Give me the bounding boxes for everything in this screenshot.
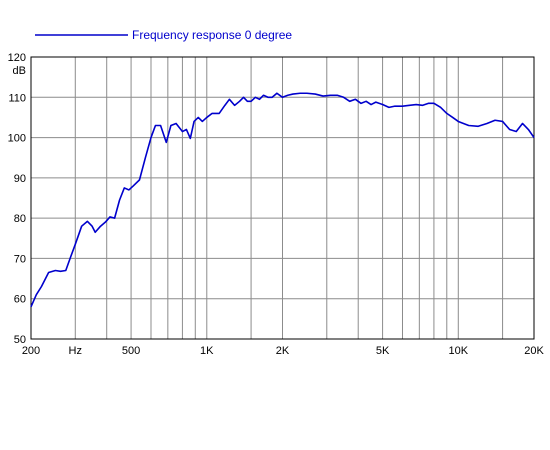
y-axis-ticks: 50 60 70 80 90 100 110 120 [8, 52, 26, 346]
y-tick-label: 50 [14, 334, 26, 346]
series-line-frequency-response [30, 92, 535, 308]
x-tick-label: 5K [376, 345, 390, 357]
x-axis-ticks: 200 Hz 500 1K 2K 5K 10K 20K [22, 345, 545, 357]
legend-label: Frequency response 0 degree [132, 28, 292, 42]
x-tick-label: 20K [524, 345, 544, 357]
y-tick-label: 120 [8, 52, 26, 64]
plot-frame [30, 56, 535, 340]
grid [31, 57, 534, 339]
x-tick-label: 500 [122, 345, 140, 357]
y-axis-unit-label: dB [13, 65, 26, 77]
y-tick-label: 70 [14, 253, 26, 265]
y-tick-label: 80 [14, 213, 26, 225]
x-tick-label: 2K [276, 345, 290, 357]
x-tick-label: 1K [200, 345, 214, 357]
y-tick-label: 100 [8, 133, 26, 145]
y-tick-label: 60 [14, 294, 26, 306]
x-tick-label: 10K [449, 345, 469, 357]
y-tick-label: 110 [8, 92, 26, 104]
x-tick-label: 200 [22, 345, 40, 357]
y-tick-label: 90 [14, 173, 26, 185]
legend: Frequency response 0 degree [35, 28, 292, 42]
x-tick-label: Hz [69, 345, 82, 357]
